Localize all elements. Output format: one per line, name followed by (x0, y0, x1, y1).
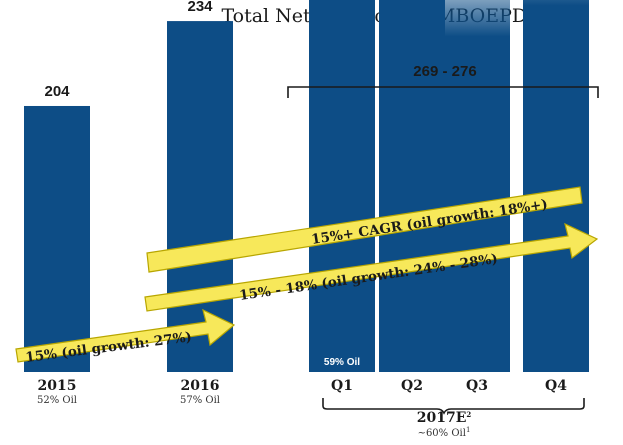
category-label-2016: 2016 (181, 378, 220, 394)
bar-q1 (309, 0, 375, 372)
arrow-2015-2016 (15, 308, 236, 363)
value-label-2016: 234 (187, 0, 213, 15)
arrow-2016-2017 (144, 222, 599, 312)
top-bracket-line (287, 86, 599, 98)
bottom-bracket: 2017E2 ~60% Oil1 (322, 398, 585, 439)
category-label-q3: Q3 (466, 378, 488, 394)
category-label-2015: 2015 (38, 378, 77, 394)
category-sublabel-2015: 52% Oil (37, 395, 77, 406)
category-sublabel-2016: 57% Oil (180, 395, 220, 406)
bar-q2 (379, 0, 445, 372)
category-label-q2: Q2 (401, 378, 423, 394)
category-label-q4: Q4 (545, 378, 567, 394)
group-label-2017e: 2017E2 (417, 410, 472, 426)
cagr-band (146, 186, 583, 273)
bar-2015 (24, 105, 90, 372)
bar-2016 (167, 21, 233, 373)
in-bar-label-q1: 59% Oil (324, 357, 360, 368)
bar-q3 (444, 0, 510, 373)
top-bracket: 269 - 276 (287, 63, 599, 98)
top-bracket-label: 269 - 276 (413, 63, 476, 80)
category-label-q1: Q1 (331, 378, 353, 394)
group-sublabel-2017e: ~60% Oil1 (418, 426, 471, 439)
bar-q4 (523, 0, 589, 372)
bottom-bracket-line (322, 398, 585, 415)
value-label-2015: 204 (44, 83, 70, 100)
